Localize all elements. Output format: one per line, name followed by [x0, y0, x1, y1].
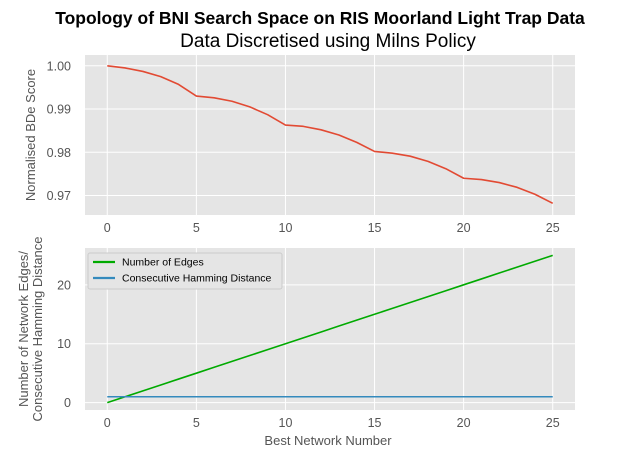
x-tick-label: 5: [193, 416, 200, 430]
y-tick-label: 0: [64, 396, 71, 410]
y-tick-label: 1.00: [47, 59, 71, 73]
plot-area: [85, 55, 575, 215]
y-axis-label: Number of Network Edges/: [16, 251, 31, 407]
y-axis-label: Consecutive Hamming Distance: [30, 237, 45, 422]
y-tick-label: 0.99: [47, 103, 71, 117]
x-tick-label: 20: [457, 221, 471, 235]
legend-label: Consecutive Hamming Distance: [122, 273, 272, 285]
y-axis-label: Normalised BDe Score: [23, 69, 38, 201]
x-tick-label: 25: [546, 416, 560, 430]
series-line: [107, 254, 553, 404]
legend-box: [87, 252, 283, 290]
x-tick-label: 0: [104, 221, 111, 235]
x-tick-label: 15: [368, 416, 382, 430]
y-tick-label: 20: [57, 278, 71, 292]
x-tick-label: 5: [193, 221, 200, 235]
x-tick-label: 0: [104, 416, 111, 430]
x-tick-label: 10: [279, 416, 293, 430]
y-tick-label: 0.98: [47, 146, 71, 160]
y-tick-label: 0.97: [47, 189, 71, 203]
score-panel: 0 5 10 15 20 25 0.97 0.98 0.99 1.00 Normalised BDe…: [23, 55, 575, 235]
x-axis-label: Best Network Number: [264, 433, 392, 448]
y-tick-label: 10: [57, 337, 71, 351]
chart-title: Topology of BNI Search Space on RIS Moor…: [55, 8, 585, 28]
x-tick-label: 20: [457, 416, 471, 430]
series-line: [107, 65, 554, 205]
legend-label: Number of Edges: [122, 257, 204, 269]
x-tick-label: 15: [368, 221, 382, 235]
edges-panel: 0 5 10 15 20 25 0 10 20 Number of Network Edges/C…: [16, 237, 575, 448]
x-tick-label: 25: [546, 221, 560, 235]
chart-subtitle: Data Discretised using Milns Policy: [180, 31, 476, 52]
legend: Number of Edges Consecutive Hamming Dista…: [87, 252, 283, 290]
x-tick-label: 10: [279, 221, 293, 235]
